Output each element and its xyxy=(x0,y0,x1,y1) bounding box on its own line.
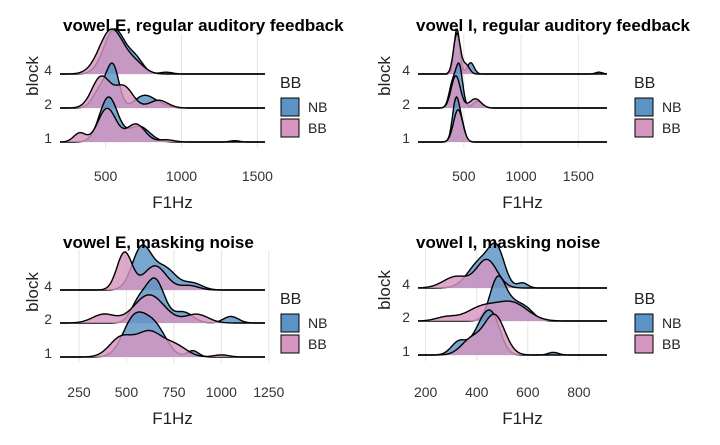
legend-key-bb xyxy=(634,118,654,138)
legend-key-nb xyxy=(280,97,300,117)
legend-label-bb: BB xyxy=(308,336,327,352)
y-tick-label-2: 2 xyxy=(44,311,52,327)
legend-label-bb: BB xyxy=(308,120,327,136)
legend: BB NB BB xyxy=(280,75,327,138)
ridge-fill-nb-block-1 xyxy=(60,312,265,357)
legend-label-nb: NB xyxy=(662,99,681,115)
ridge-fill-bb-block-4 xyxy=(60,29,265,74)
x-tick-label-500: 500 xyxy=(115,384,139,400)
x-tick-label-600: 600 xyxy=(516,384,540,400)
panel-3: 1 2 4 250 500 750 1000 1250 vowel E, masking noi… xyxy=(23,233,327,428)
ridge-fill-nb-block-2 xyxy=(60,278,265,323)
legend-title: BB xyxy=(634,291,655,308)
ridge-outline-bb-block-4 xyxy=(418,32,607,75)
y-tick-label-2: 2 xyxy=(402,309,410,325)
y-tick-label-4: 4 xyxy=(402,276,410,292)
panel-4: 1 2 4 200 400 600 800 vowel I, masking noise F1H… xyxy=(375,233,681,428)
panel-2: 1 2 4 500 1000 1500 vowel I, regular auditory … xyxy=(375,16,691,212)
x-tick-label-500: 500 xyxy=(94,168,118,184)
ridge-area xyxy=(418,242,607,356)
y-axis-title: block xyxy=(375,270,394,310)
ridge-outline-bb-block-2 xyxy=(418,300,607,322)
ridge-area xyxy=(60,244,265,358)
legend-key-bb xyxy=(280,334,300,354)
x-tick-label-200: 200 xyxy=(414,384,438,400)
x-axis-title: F1Hz xyxy=(502,409,543,428)
x-tick-label-1000: 1000 xyxy=(506,168,537,184)
legend: BB NB BB xyxy=(280,291,327,354)
legend-label-bb: BB xyxy=(662,120,681,136)
ridge-fill-bb-block-2 xyxy=(418,75,607,108)
legend-label-nb: NB xyxy=(662,315,681,331)
legend-key-nb xyxy=(634,313,654,333)
legend-key-nb xyxy=(280,313,300,333)
ridge-fill-bb-block-4 xyxy=(418,259,607,288)
y-tick-label-4: 4 xyxy=(44,278,52,294)
legend-title: BB xyxy=(280,291,301,308)
ridge-outline-bb-block-1 xyxy=(60,107,265,143)
ridge-outline-bb-block-2 xyxy=(418,74,607,109)
y-tick-label-4: 4 xyxy=(402,62,410,78)
ridge-fill-bb-block-2 xyxy=(60,294,265,323)
x-tick-label-750: 750 xyxy=(162,384,186,400)
ridge-outline-bb-block-4 xyxy=(418,258,607,289)
y-tick-label-4: 4 xyxy=(44,62,52,78)
ridge-outline-bb-block-2 xyxy=(60,75,265,109)
x-axis-title: F1Hz xyxy=(152,409,193,428)
ridge-fill-nb-block-4 xyxy=(60,245,265,290)
ridge-outline-bb-block-1 xyxy=(418,313,607,356)
x-axis-title: F1Hz xyxy=(152,193,193,212)
x-tick-label-1500: 1500 xyxy=(563,168,594,184)
y-axis-title: block xyxy=(23,272,42,312)
ridge-fill-bb-block-1 xyxy=(418,314,607,355)
x-tick-label-1500: 1500 xyxy=(242,168,273,184)
panel-title: vowel I, masking noise xyxy=(416,233,600,252)
ridge-fill-bb-block-1 xyxy=(60,330,265,357)
ridge-outline-bb-block-2 xyxy=(60,294,265,324)
legend-label-nb: NB xyxy=(308,315,327,331)
ridge-area xyxy=(418,28,607,143)
y-tick-label-1: 1 xyxy=(44,345,52,361)
x-tick-label-400: 400 xyxy=(465,384,489,400)
legend-label-bb: BB xyxy=(662,336,681,352)
legend: BB NB BB xyxy=(634,75,681,138)
legend-label-nb: NB xyxy=(308,99,327,115)
y-tick-label-2: 2 xyxy=(402,96,410,112)
x-tick-label-500: 500 xyxy=(452,168,476,184)
x-tick-label-800: 800 xyxy=(567,384,591,400)
x-axis-title: F1Hz xyxy=(502,193,543,212)
legend-title: BB xyxy=(280,75,301,92)
legend: BB NB BB xyxy=(634,291,681,354)
panel-title: vowel E, masking noise xyxy=(63,233,254,252)
x-tick-label-1250: 1250 xyxy=(253,384,284,400)
y-tick-label-1: 1 xyxy=(402,343,410,359)
y-tick-label-2: 2 xyxy=(44,96,52,112)
y-tick-label-1: 1 xyxy=(402,130,410,146)
x-tick-label-1000: 1000 xyxy=(166,168,197,184)
x-tick-label-1000: 1000 xyxy=(206,384,237,400)
y-axis-title: block xyxy=(23,56,42,96)
legend-title: BB xyxy=(634,75,655,92)
panel-1: 1 2 4 500 1000 1500 vowel E, regular auditory … xyxy=(23,16,344,212)
panel-title: vowel E, regular auditory feedback xyxy=(63,16,344,35)
y-axis-title: block xyxy=(375,56,394,96)
ridge-fill-bb-block-1 xyxy=(60,108,265,142)
legend-key-bb xyxy=(280,118,300,138)
ridge-area xyxy=(60,28,265,143)
y-tick-label-1: 1 xyxy=(44,130,52,146)
x-tick-label-250: 250 xyxy=(67,384,91,400)
ridge-outline-bb-block-4 xyxy=(60,251,265,291)
ridge-fill-bb-block-2 xyxy=(418,301,607,321)
ridge-outline-bb-block-4 xyxy=(60,28,265,75)
panel-title: vowel I, regular auditory feedback xyxy=(416,16,691,35)
legend-key-bb xyxy=(634,334,654,354)
legend-key-nb xyxy=(634,97,654,117)
ridge-fill-nb-block-2 xyxy=(418,276,607,321)
ridge-outline-bb-block-1 xyxy=(418,109,607,143)
ridge-outline-bb-block-1 xyxy=(60,329,265,358)
